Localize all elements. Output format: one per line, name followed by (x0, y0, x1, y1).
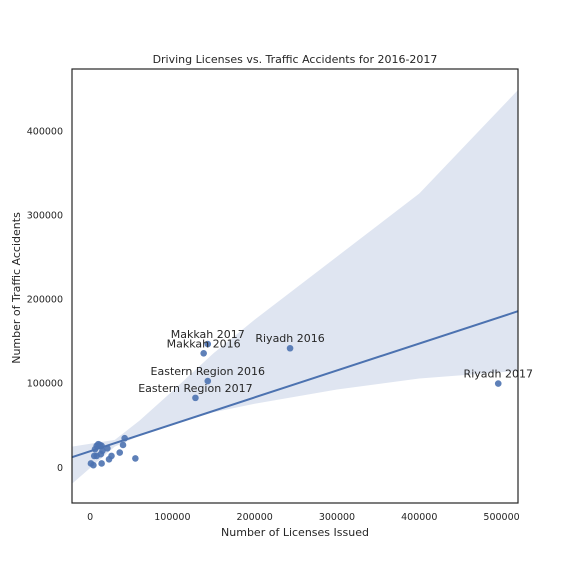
data-point-24 (90, 461, 97, 469)
data-point-22 (132, 455, 139, 462)
y-tick-label: 100000 (27, 379, 63, 390)
x-tick-label: 500000 (483, 512, 519, 523)
annotation-label: Makkah 2017 (171, 328, 245, 341)
annotation-label: Eastern Region 2016 (151, 365, 265, 378)
plot-frame (71, 68, 519, 504)
y-axis-label: Number of Traffic Accidents (10, 212, 23, 364)
x-tick-label: 0 (87, 512, 93, 523)
data-point-2 (200, 349, 207, 357)
y-tick-label: 200000 (27, 295, 63, 306)
data-point-3 (286, 344, 294, 352)
chart-title: Driving Licenses vs. Traffic Accidents f… (153, 53, 438, 66)
annotation-label: Eastern Region 2017 (138, 382, 252, 395)
y-axis-ticks: 0 100000 200000 300000 400000 (27, 126, 63, 473)
data-point-18 (105, 455, 113, 463)
x-tick-label: 200000 (237, 512, 273, 523)
data-point-16 (93, 452, 100, 460)
annotation-label: Riyadh 2016 (255, 332, 324, 345)
data-point-1 (204, 340, 212, 348)
x-tick-label: 100000 (154, 512, 190, 523)
y-tick-label: 0 (57, 463, 63, 474)
x-axis-ticks: 0 100000 200000 300000 400000 500000 (87, 512, 520, 523)
x-axis-label: Number of Licenses Issued (221, 526, 369, 539)
data-point-25 (98, 460, 105, 467)
regression-line (71, 310, 519, 459)
y-tick-label: 400000 (27, 126, 63, 137)
x-tick-label: 300000 (319, 512, 355, 523)
confidence-band (72, 90, 518, 484)
y-tick-label: 300000 (27, 211, 63, 222)
x-tick-label: 400000 (401, 512, 437, 523)
annotation-label: Makkah 2016 (167, 337, 241, 350)
data-point-20 (119, 441, 127, 449)
data-point-4 (204, 377, 212, 385)
data-point-6 (494, 380, 502, 387)
data-point-5 (192, 394, 199, 402)
annotation-label: Riyadh 2017 (464, 368, 533, 381)
data-point-19 (116, 449, 124, 456)
